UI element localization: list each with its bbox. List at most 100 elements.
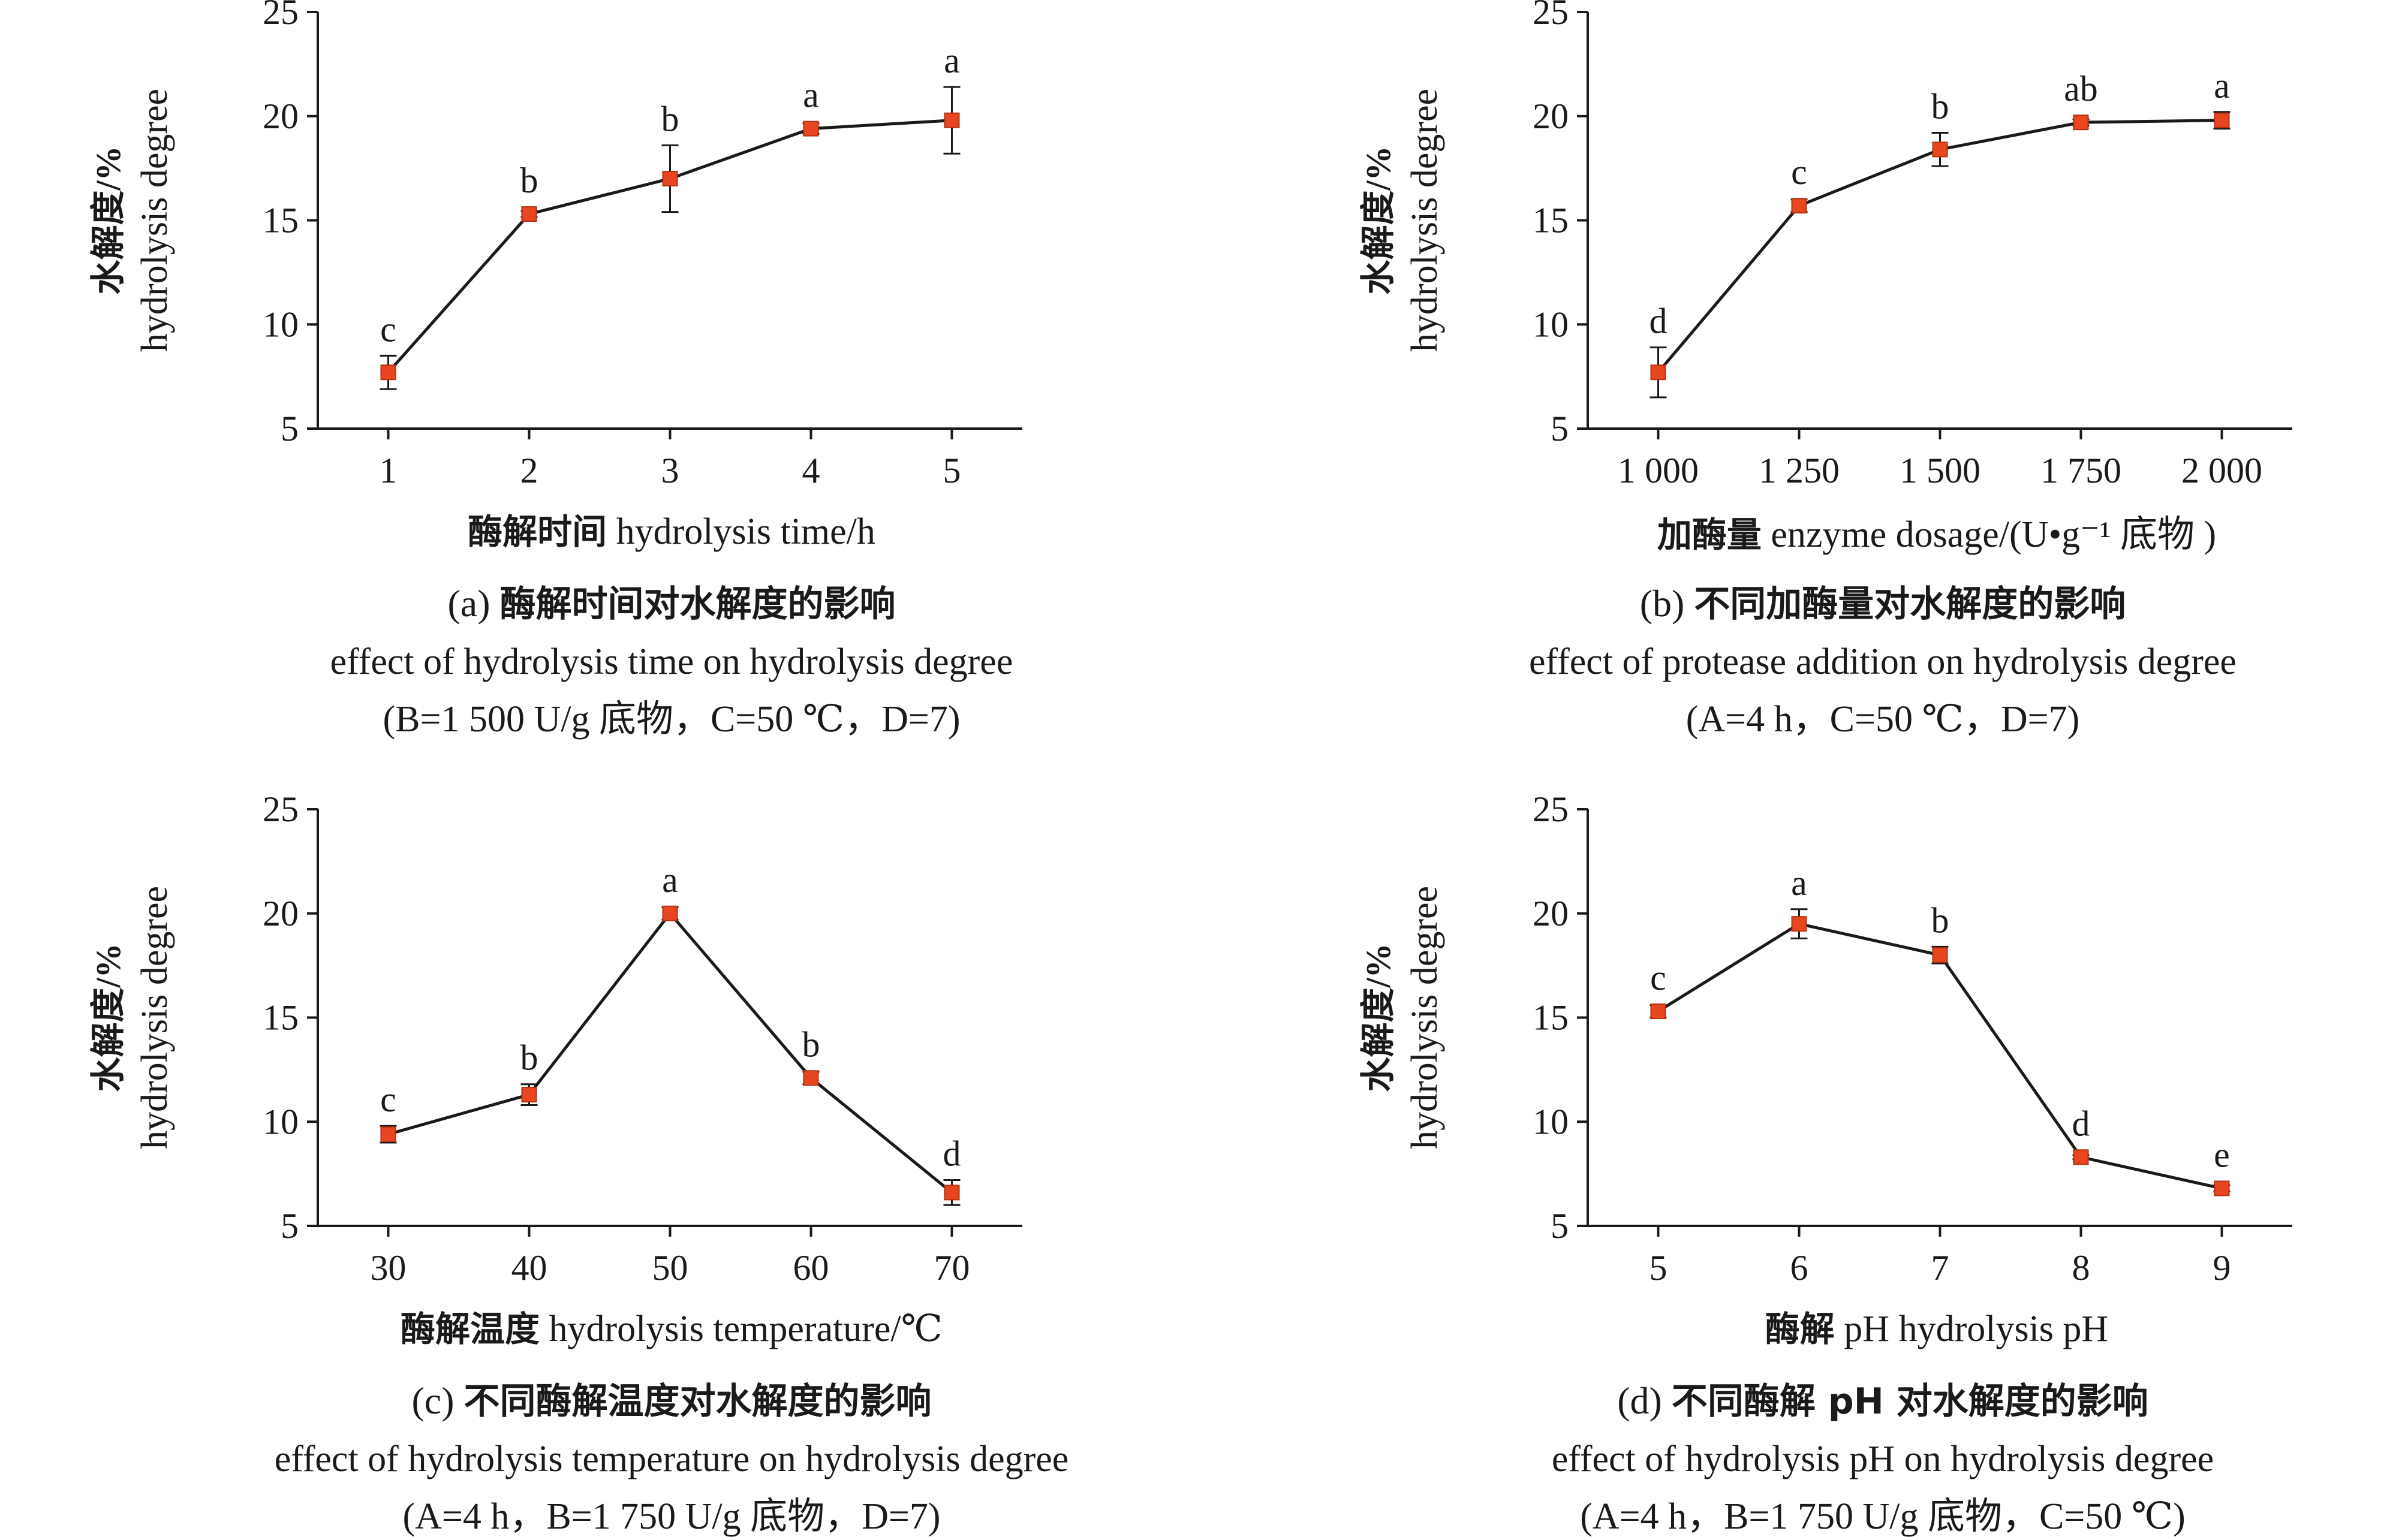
x-tick-label: 4 <box>802 451 820 490</box>
x-axis-label-cn: 酶解 <box>1765 1309 1835 1349</box>
y-axis-label-cn: 水解度/% <box>1359 146 1398 294</box>
data-point <box>662 905 678 921</box>
x-tick-label: 5 <box>1650 1248 1667 1288</box>
series-line <box>387 911 953 1194</box>
significance-letter: c <box>1791 152 1807 192</box>
significance-letter: a <box>803 76 819 115</box>
x-axis-label-en: hydrolysis time/h <box>616 511 875 552</box>
y-tick-label: 25 <box>263 797 299 829</box>
chart-panel-d: 5 10 15 20 25 5 6 7 8 9 水解度/% hydrolysis degree c a b d… <box>1359 797 2292 1288</box>
data-point <box>521 206 537 222</box>
caption-prefix: (b) <box>1639 582 1685 625</box>
y-axis-label-cn: 水解度/% <box>89 943 128 1092</box>
x-tick-label: 60 <box>793 1248 829 1288</box>
y-tick-label: 25 <box>1533 0 1569 32</box>
chart-panel-a: 5 10 15 20 25 1 2 3 4 5 水解度/% hydrolysis degree c b b a… <box>89 0 1022 490</box>
x-axis-label-c: 酶解温度 hydrolysis temperature/℃ <box>261 1301 1082 1351</box>
x-tick-label: 1 <box>380 451 398 490</box>
significance-letter: e <box>2214 1135 2230 1174</box>
data-point <box>803 1070 819 1086</box>
data-point <box>1650 1003 1666 1020</box>
y-axis-label: 水解度/% hydrolysis degree <box>1359 89 1445 352</box>
x-tick-label: 1 250 <box>1759 451 1840 490</box>
caption-cn: 不同加酶量对水解度的影响 <box>1694 583 2126 625</box>
x-tick-label: 50 <box>652 1248 688 1288</box>
data-point <box>380 1126 396 1143</box>
data-point <box>1791 198 1807 214</box>
y-axis-label: 水解度/% hydrolysis degree <box>89 89 175 352</box>
caption-prefix: (c) <box>411 1379 454 1422</box>
y-tick-label: 5 <box>1551 409 1569 448</box>
y-tick-label: 5 <box>281 409 299 448</box>
significance-letter: b <box>520 161 538 200</box>
x-tick-label: 30 <box>371 1248 407 1288</box>
data-point <box>521 1087 537 1103</box>
data-point <box>803 120 819 137</box>
caption-en: effect of hydrolysis temperature on hydr… <box>274 1439 1069 1479</box>
significance-letter: d <box>2072 1104 2090 1143</box>
caption-c: (c) 不同酶解温度对水解度的影响 effect of hydrolysis t… <box>150 1379 1193 1537</box>
significance-letter: a <box>1791 863 1807 903</box>
y-tick-label: 25 <box>263 0 299 32</box>
y-tick-label: 15 <box>263 998 299 1038</box>
x-tick-label: 7 <box>1931 1248 1949 1288</box>
y-axis-label-en: hydrolysis degree <box>134 886 175 1149</box>
x-axis-label-cn: 酶解时间 <box>468 511 607 552</box>
y-tick-label: 15 <box>1533 998 1569 1038</box>
y-axis-label-cn: 水解度/% <box>89 146 128 294</box>
x-axis-label-cn: 酶解温度 <box>401 1309 540 1349</box>
caption-conditions: (A=4 h，C=50 ℃，D=7) <box>1685 699 2080 740</box>
x-tick-label: 9 <box>2213 1248 2231 1288</box>
x-tick-label: 3 <box>661 451 679 490</box>
significance-letter: c <box>1650 958 1666 997</box>
caption-prefix: (a) <box>447 582 490 625</box>
caption-a: (a) 酶解时间对水解度的影响 effect of hydrolysis tim… <box>120 582 1223 740</box>
x-tick-label: 1 000 <box>1618 451 1699 490</box>
y-tick-label: 20 <box>1533 97 1569 136</box>
x-axis-label-a: 酶解时间 hydrolysis time/h <box>321 504 1022 554</box>
y-tick-label: 15 <box>263 201 299 240</box>
data-point <box>662 171 678 186</box>
y-axis-label-cn: 水解度/% <box>1359 943 1398 1092</box>
caption-en: effect of hydrolysis time on hydrolysis … <box>330 641 1013 682</box>
data-point <box>1932 947 1948 963</box>
significance-letter: b <box>802 1024 820 1064</box>
y-axis-label-en: hydrolysis degree <box>1404 886 1445 1149</box>
data-point <box>2073 114 2089 131</box>
caption-en: effect of protease addition on hydrolysi… <box>1529 641 2237 682</box>
y-tick-label: 20 <box>1533 894 1569 933</box>
caption-en: effect of hydrolysis pH on hydrolysis de… <box>1551 1439 2214 1479</box>
x-axis-label-cn: 加酶量 <box>1657 514 1762 555</box>
y-tick-label: 5 <box>1551 1206 1569 1246</box>
x-tick-label: 70 <box>934 1248 970 1288</box>
significance-letter: d <box>1650 301 1667 340</box>
data-point <box>2073 1149 2089 1165</box>
significance-letter: b <box>1931 87 1949 126</box>
x-tick-label: 1 500 <box>1900 451 1980 490</box>
y-axis-label-en: hydrolysis degree <box>1404 89 1445 352</box>
significance-letter: c <box>380 309 396 349</box>
y-tick-label: 10 <box>263 1102 299 1141</box>
y-tick-label: 25 <box>1533 797 1569 829</box>
x-tick-label: 8 <box>2072 1248 2090 1288</box>
data-point <box>2214 1180 2230 1197</box>
caption-b: (b) 不同加酶量对水解度的影响 effect of protease addi… <box>1379 582 2386 740</box>
y-axis-label: 水解度/% hydrolysis degree <box>89 886 175 1149</box>
caption-conditions: (A=4 h，B=1 750 U/g 底物，D=7) <box>402 1496 941 1537</box>
x-tick-label: 2 000 <box>2181 451 2262 490</box>
x-tick-label: 1 750 <box>2040 451 2121 490</box>
chart-panel-c: 5 10 15 20 25 30 40 50 60 70 水解度/% hydrolysis degre… <box>89 797 1022 1288</box>
caption-conditions: (B=1 500 U/g 底物，C=50 ℃，D=7) <box>383 699 961 740</box>
significance-letter: b <box>661 99 679 138</box>
y-tick-label: 10 <box>1533 305 1569 344</box>
x-tick-label: 5 <box>943 451 961 490</box>
data-point <box>944 112 960 128</box>
significance-letter: b <box>1931 900 1949 940</box>
caption-cn: 不同酶解 pH 对水解度的影响 <box>1671 1381 2148 1423</box>
y-tick-label: 20 <box>263 894 299 933</box>
data-point <box>380 364 396 381</box>
caption-prefix: (d) <box>1617 1379 1662 1422</box>
y-tick-label: 20 <box>263 97 299 136</box>
caption-cn: 酶解时间对水解度的影响 <box>499 583 896 625</box>
data-point <box>1650 364 1666 381</box>
